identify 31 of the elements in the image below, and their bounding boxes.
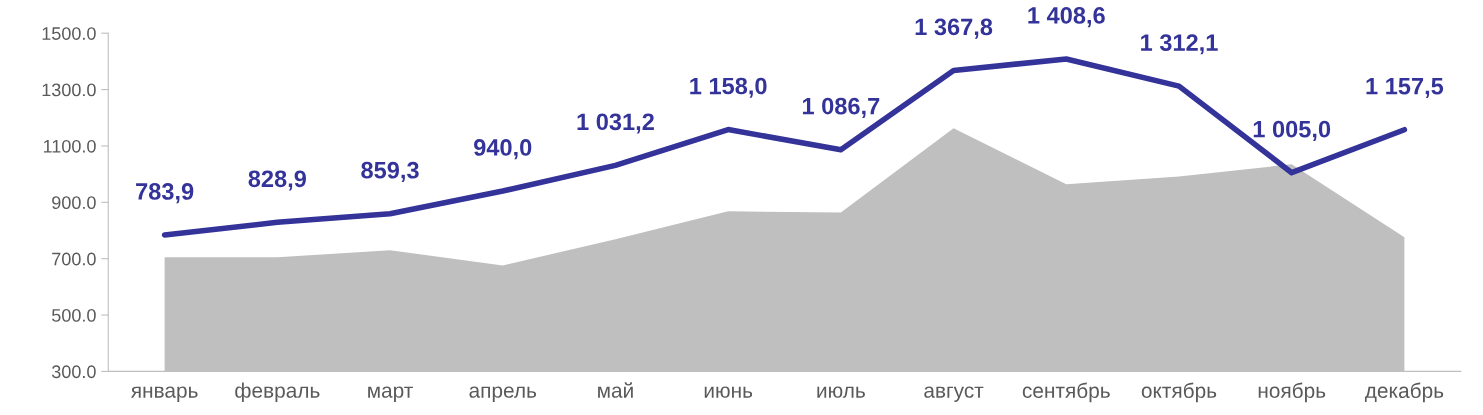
data-label: 1 367,8 (915, 18, 993, 39)
x-tick-label: апрель (469, 386, 537, 402)
y-tick-label: 900.0 (52, 196, 96, 210)
x-tick-label: август (924, 386, 984, 402)
x-tick-label: сентябрь (1022, 382, 1110, 403)
data-label: 1 005,0 (1253, 120, 1331, 141)
data-label: 1 031,2 (577, 113, 654, 134)
data-label: 1 312,1 (1141, 34, 1218, 55)
x-tick-label: январь (130, 386, 198, 402)
y-tick-label: 1300.0 (42, 83, 96, 97)
y-tick-label: 1500.0 (42, 27, 96, 40)
x-tick-label: май (598, 382, 633, 398)
y-tick-label: 500.0 (52, 308, 96, 322)
x-tick-label: февраль (235, 382, 320, 402)
x-tick-label: июль (817, 386, 865, 398)
data-label: 1 086,7 (802, 97, 880, 118)
data-label: 783,9 (136, 183, 194, 204)
data-label: 859,3 (361, 161, 419, 182)
x-tick-label: декабрь (1364, 382, 1444, 403)
x-tick-label: октябрь (1141, 382, 1217, 403)
data-label: 1 158,0 (690, 77, 767, 98)
y-tick-label: 700.0 (52, 252, 96, 266)
x-tick-label: ноябрь (1258, 382, 1326, 403)
y-tick-label: 1100.0 (43, 139, 96, 153)
x-tick-label: март (368, 386, 413, 402)
data-label: 828,9 (248, 170, 306, 191)
data-label: 940,0 (474, 139, 532, 160)
data-label: 1 408,6 (1028, 7, 1105, 28)
x-tick-label: июнь (704, 386, 753, 398)
data-label: 1 157,5 (1366, 78, 1444, 98)
y-tick-label: 300.0 (51, 365, 96, 379)
